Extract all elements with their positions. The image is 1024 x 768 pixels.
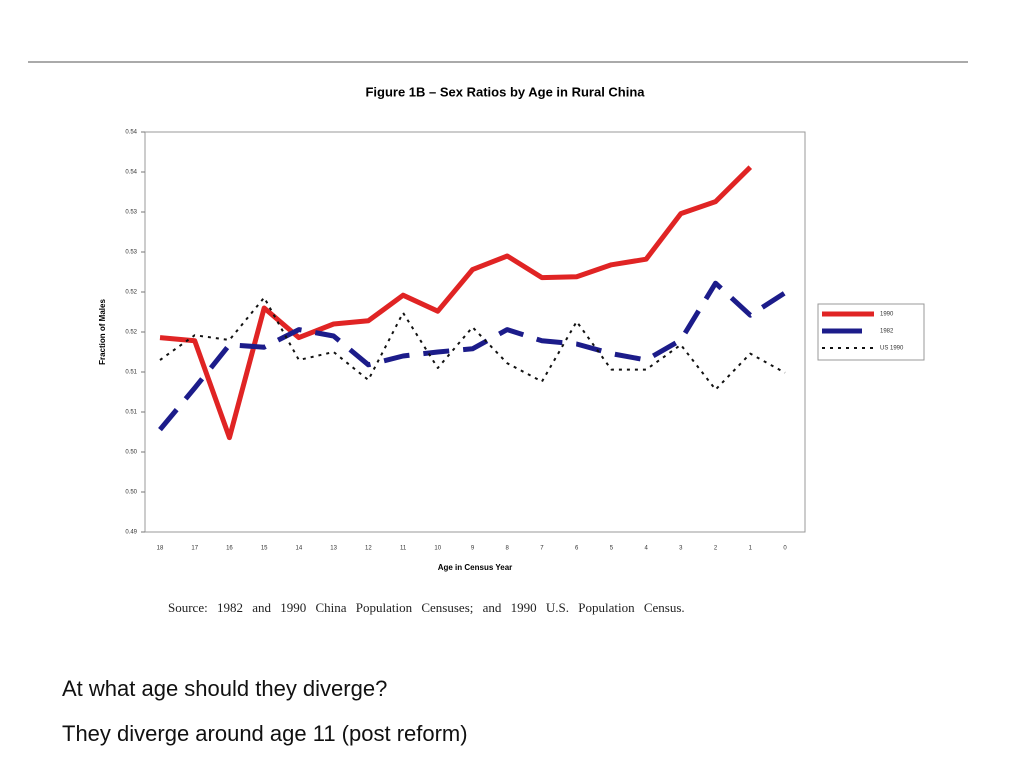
x-tick-label: 10 [434, 546, 441, 552]
legend-label: 1982 [880, 329, 894, 335]
series-line [159, 165, 753, 441]
note: They diverge around age 11 (post reform) [62, 721, 468, 746]
x-tick-label: 18 [157, 546, 164, 552]
y-tick-label: 0.50 [125, 450, 137, 456]
y-tick-label: 0.51 [125, 410, 137, 416]
x-tick-label: 16 [226, 546, 233, 552]
chart-title: Figure 1B – Sex Ratios by Age in Rural C… [365, 84, 645, 99]
x-tick-label: 14 [296, 546, 303, 552]
x-tick-label: 13 [330, 546, 337, 552]
x-tick-label: 11 [400, 546, 407, 552]
x-tick-label: 9 [471, 546, 475, 552]
note: At what age should they diverge? [62, 676, 388, 701]
x-axis-label: Age in Census Year [438, 563, 513, 572]
y-tick-label: 0.51 [125, 370, 137, 376]
y-tick-label: 0.49 [125, 530, 137, 536]
y-tick-label: 0.52 [125, 290, 137, 296]
y-tick-label: 0.54 [125, 170, 137, 176]
x-tick-label: 12 [365, 546, 372, 552]
x-tick-label: 3 [679, 546, 683, 552]
x-tick-label: 15 [261, 546, 268, 552]
y-tick-label: 0.52 [125, 330, 137, 336]
series-line [158, 280, 787, 432]
y-tick-label: 0.50 [125, 490, 137, 496]
y-tick-label: 0.53 [125, 250, 137, 256]
plot-area [144, 131, 806, 533]
x-tick-label: 4 [644, 546, 648, 552]
y-tick-label: 0.54 [125, 130, 137, 136]
legend-label: US 1990 [880, 346, 904, 352]
x-tick-label: 1 [749, 546, 753, 552]
chart: Figure 1B – Sex Ratios by Age in Rural C… [28, 61, 968, 572]
x-tick-label: 2 [714, 546, 718, 552]
x-tick-label: 7 [540, 546, 544, 552]
x-tick-label: 0 [783, 546, 787, 552]
x-tick-label: 6 [575, 546, 579, 552]
source: Source: 1982 and 1990 China Population C… [168, 600, 685, 615]
x-tick-label: 5 [610, 546, 614, 552]
y-axis-label: Fraction of Males [98, 299, 107, 365]
y-tick-label: 0.53 [125, 210, 137, 216]
x-tick-label: 8 [506, 546, 510, 552]
x-tick-label: 17 [191, 546, 198, 552]
legend-label: 1990 [880, 312, 894, 318]
